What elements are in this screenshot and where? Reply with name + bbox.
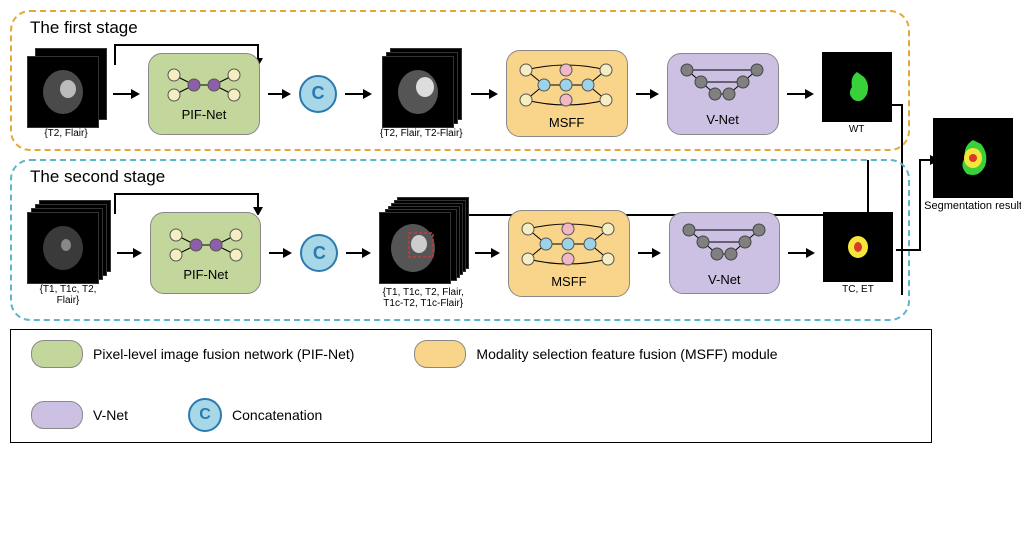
- msff-label: MSFF: [551, 274, 586, 289]
- stage1-box: The first stage {T2, Flair}: [10, 10, 910, 151]
- pif-net-module: PIF-Net: [150, 212, 261, 294]
- legend: Pixel-level image fusion network (PIF-Ne…: [10, 329, 932, 443]
- msff-graph-icon: [516, 217, 621, 272]
- vnet-graph-icon: [677, 220, 772, 270]
- stage1-pipeline: {T2, Flair} PIF-Net: [27, 48, 893, 139]
- concat-circle: C: [299, 75, 337, 113]
- legend-msff: Modality selection feature fusion (MSFF)…: [414, 340, 777, 368]
- pif-net-label: PIF-Net: [182, 107, 227, 122]
- arrow-icon: [269, 248, 292, 258]
- brain-icon: [38, 67, 88, 117]
- result-seg-icon: [943, 128, 1003, 188]
- legend-pif-label: Pixel-level image fusion network (PIF-Ne…: [93, 346, 354, 362]
- stage2-title: The second stage: [30, 167, 165, 187]
- pif-net-label: PIF-Net: [183, 267, 228, 282]
- stage2-mid-caption: {T1, T1c, T2, Flair, T1c-T2, T1c-Flair}: [383, 287, 464, 309]
- tc-et-seg-icon: [833, 222, 883, 272]
- result-image: [933, 118, 1013, 198]
- stage1-output-caption: WT: [849, 124, 865, 135]
- msff-label: MSFF: [549, 115, 584, 130]
- stage2-mid: {T1, T1c, T2, Flair, T1c-T2, T1c-Flair}: [379, 197, 467, 309]
- input-image-stack: [27, 200, 109, 282]
- legend-vnet: V-Net: [31, 398, 128, 432]
- arrow-icon: [636, 89, 659, 99]
- stage2-input-caption: {T1, T1c, T2, Flair}: [27, 284, 109, 306]
- pif-net-graph-icon: [159, 65, 249, 105]
- stage2-box: The second stage {T1, T1c,: [10, 159, 910, 321]
- legend-concat: C Concatenation: [188, 398, 322, 432]
- concat-label: C: [312, 83, 325, 104]
- stage1-mid-caption: {T2, Flair, T2-Flair}: [380, 128, 463, 139]
- vnet-label: V-Net: [708, 272, 741, 287]
- vnet-label: V-Net: [706, 112, 739, 127]
- stage2-output-caption: TC, ET: [842, 284, 874, 295]
- brain-roi-icon: [385, 218, 445, 278]
- concat-circle: C: [300, 234, 338, 272]
- arrow-icon: [788, 248, 815, 258]
- arrow-icon: [638, 248, 661, 258]
- input-image-stack: [27, 48, 105, 126]
- tc-et-output-image: [823, 212, 893, 282]
- msff-swatch: [414, 340, 466, 368]
- msff-module: MSFF: [506, 50, 628, 137]
- pif-net-graph-icon: [161, 225, 251, 265]
- mid-image-stack: [382, 48, 460, 126]
- stage1-title: The first stage: [30, 18, 138, 38]
- msff-graph-icon: [514, 58, 619, 113]
- vnet-graph-icon: [675, 60, 770, 110]
- concat-swatch-label: C: [199, 406, 211, 424]
- arrow-icon: [475, 248, 500, 258]
- arrow-icon: [117, 248, 142, 258]
- pif-swatch: [31, 340, 83, 368]
- msff-module: MSFF: [508, 210, 629, 297]
- arrow-icon: [113, 89, 140, 99]
- legend-concat-label: Concatenation: [232, 407, 322, 423]
- stage1-output: WT: [822, 52, 892, 135]
- stage1-input: {T2, Flair}: [27, 48, 105, 139]
- legend-pif: Pixel-level image fusion network (PIF-Ne…: [31, 340, 354, 368]
- arrow-icon: [268, 89, 291, 99]
- vnet-swatch: [31, 401, 83, 429]
- pif-net-module: PIF-Net: [148, 53, 260, 135]
- concat-swatch: C: [188, 398, 222, 432]
- mid-image-stack: [379, 197, 467, 285]
- arrow-icon: [346, 248, 371, 258]
- arrow-icon: [345, 89, 372, 99]
- brain-icon: [393, 67, 443, 117]
- stage1-mid: {T2, Flair, T2-Flair}: [380, 48, 463, 139]
- wt-output-image: [822, 52, 892, 122]
- result-caption: Segmentation result: [924, 200, 1021, 212]
- stage2-pipeline: {T1, T1c, T2, Flair} PIF-Net: [27, 197, 893, 309]
- arrow-icon: [471, 89, 498, 99]
- stage2-output: TC, ET: [823, 212, 893, 295]
- stage1-input-caption: {T2, Flair}: [44, 128, 87, 139]
- stage2-input: {T1, T1c, T2, Flair}: [27, 200, 109, 306]
- concat-label: C: [313, 243, 326, 264]
- segmentation-result: Segmentation result: [924, 118, 1021, 212]
- vnet-module: V-Net: [669, 212, 780, 294]
- arrow-icon: [787, 89, 814, 99]
- brain-icon: [38, 223, 88, 273]
- wt-seg-icon: [832, 62, 882, 112]
- legend-msff-label: Modality selection feature fusion (MSFF)…: [476, 346, 777, 362]
- vnet-module: V-Net: [667, 53, 779, 135]
- legend-vnet-label: V-Net: [93, 407, 128, 423]
